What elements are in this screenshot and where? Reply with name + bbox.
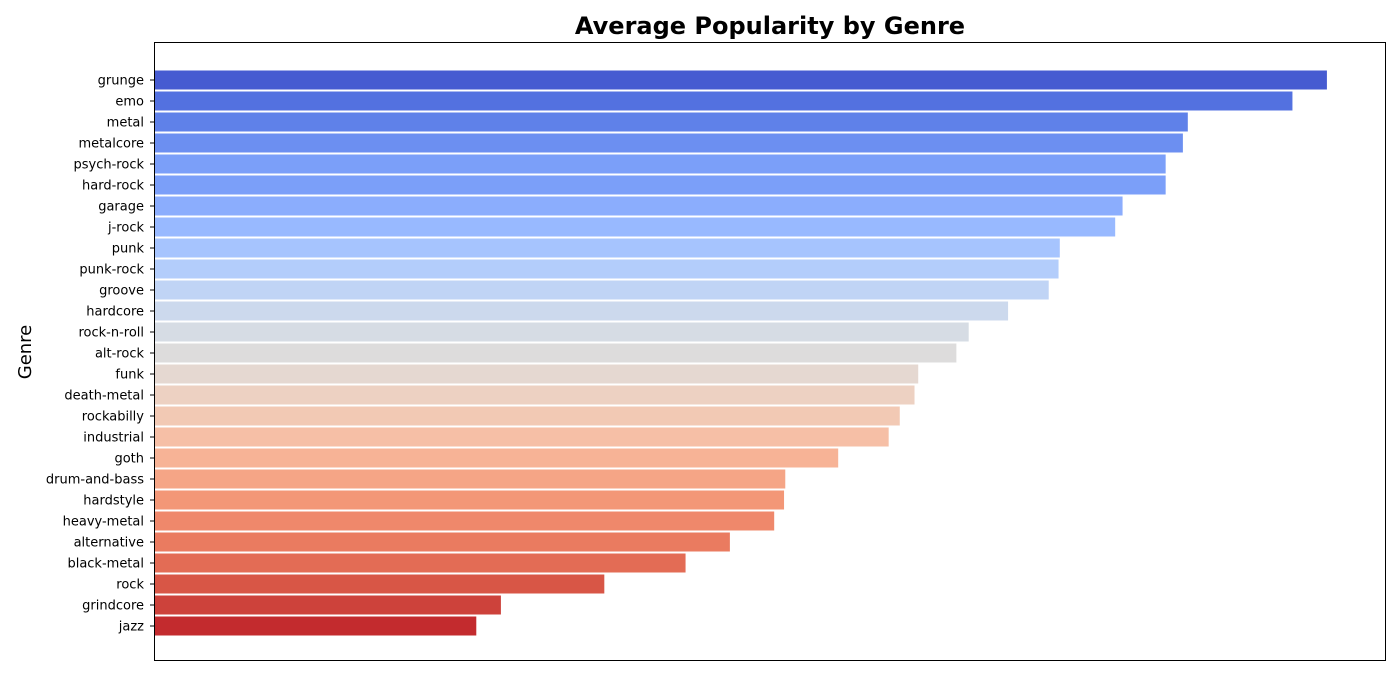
- bar-alternative: [155, 532, 730, 552]
- bar-heavy-metal: [155, 511, 775, 531]
- y-tick-label-rock: rock: [116, 578, 144, 593]
- bar-rock-n-roll: [155, 322, 969, 342]
- y-tick-label-garage: garage: [98, 200, 144, 215]
- y-tick-label-drum-and-bass: drum-and-bass: [46, 473, 144, 488]
- y-tick-label-rockabilly: rockabilly: [82, 410, 145, 425]
- bar-metalcore: [155, 133, 1183, 153]
- y-tick-label-punk: punk: [112, 242, 145, 257]
- plot-frame: [154, 42, 1386, 661]
- y-tick-label-grunge: grunge: [98, 74, 144, 89]
- bar-drum-and-bass: [155, 469, 786, 489]
- y-tick-label-emo: emo: [115, 95, 144, 110]
- y-tick-label-metalcore: metalcore: [79, 137, 145, 152]
- bar-j-rock: [155, 217, 1116, 237]
- y-tick-label-jazz: jazz: [118, 620, 144, 635]
- bar-hard-rock: [155, 175, 1166, 195]
- y-tick-label-rock-n-roll: rock-n-roll: [78, 326, 144, 341]
- bar-hardstyle: [155, 490, 785, 510]
- y-tick-label-alt-rock: alt-rock: [95, 347, 145, 362]
- y-tick-label-hardstyle: hardstyle: [83, 494, 144, 509]
- y-tick-label-industrial: industrial: [83, 431, 144, 446]
- bar-garage: [155, 196, 1123, 216]
- y-axis-label: Genre: [15, 325, 36, 380]
- bar-emo: [155, 91, 1293, 111]
- bar-psych-rock: [155, 154, 1166, 174]
- bar-metal: [155, 112, 1188, 132]
- y-tick-label-heavy-metal: heavy-metal: [63, 515, 144, 530]
- bar-jazz: [155, 616, 477, 636]
- bar-black-metal: [155, 553, 686, 573]
- y-tick-label-funk: funk: [115, 368, 144, 383]
- y-ticks-group: grunge emo metal metalcore psych-rock hard-ro…: [46, 74, 155, 635]
- bar-hardcore: [155, 301, 1009, 321]
- bar-grunge: [155, 70, 1327, 90]
- bar-funk: [155, 364, 919, 384]
- bar-industrial: [155, 427, 889, 447]
- y-tick-label-metal: metal: [107, 116, 144, 131]
- y-tick-label-punk-rock: punk-rock: [79, 263, 144, 278]
- y-tick-label-death-metal: death-metal: [64, 389, 144, 404]
- bar-rockabilly: [155, 406, 900, 426]
- bars-group: [155, 70, 1327, 636]
- y-tick-label-hard-rock: hard-rock: [82, 179, 144, 194]
- bar-punk: [155, 238, 1060, 258]
- y-tick-label-psych-rock: psych-rock: [74, 158, 145, 173]
- y-tick-label-goth: goth: [114, 452, 144, 467]
- y-tick-label-black-metal: black-metal: [67, 557, 144, 572]
- bar-goth: [155, 448, 839, 468]
- bar-death-metal: [155, 385, 915, 405]
- bar-groove: [155, 280, 1049, 300]
- y-tick-label-groove: groove: [99, 284, 144, 299]
- bar-grindcore: [155, 595, 501, 615]
- bar-rock: [155, 574, 605, 594]
- y-tick-label-hardcore: hardcore: [86, 305, 144, 320]
- bar-alt-rock: [155, 343, 957, 363]
- chart-title: Average Popularity by Genre: [575, 12, 965, 40]
- y-tick-label-j-rock: j-rock: [107, 221, 144, 236]
- y-tick-label-alternative: alternative: [74, 536, 144, 551]
- bar-punk-rock: [155, 259, 1059, 279]
- y-tick-label-grindcore: grindcore: [82, 599, 144, 614]
